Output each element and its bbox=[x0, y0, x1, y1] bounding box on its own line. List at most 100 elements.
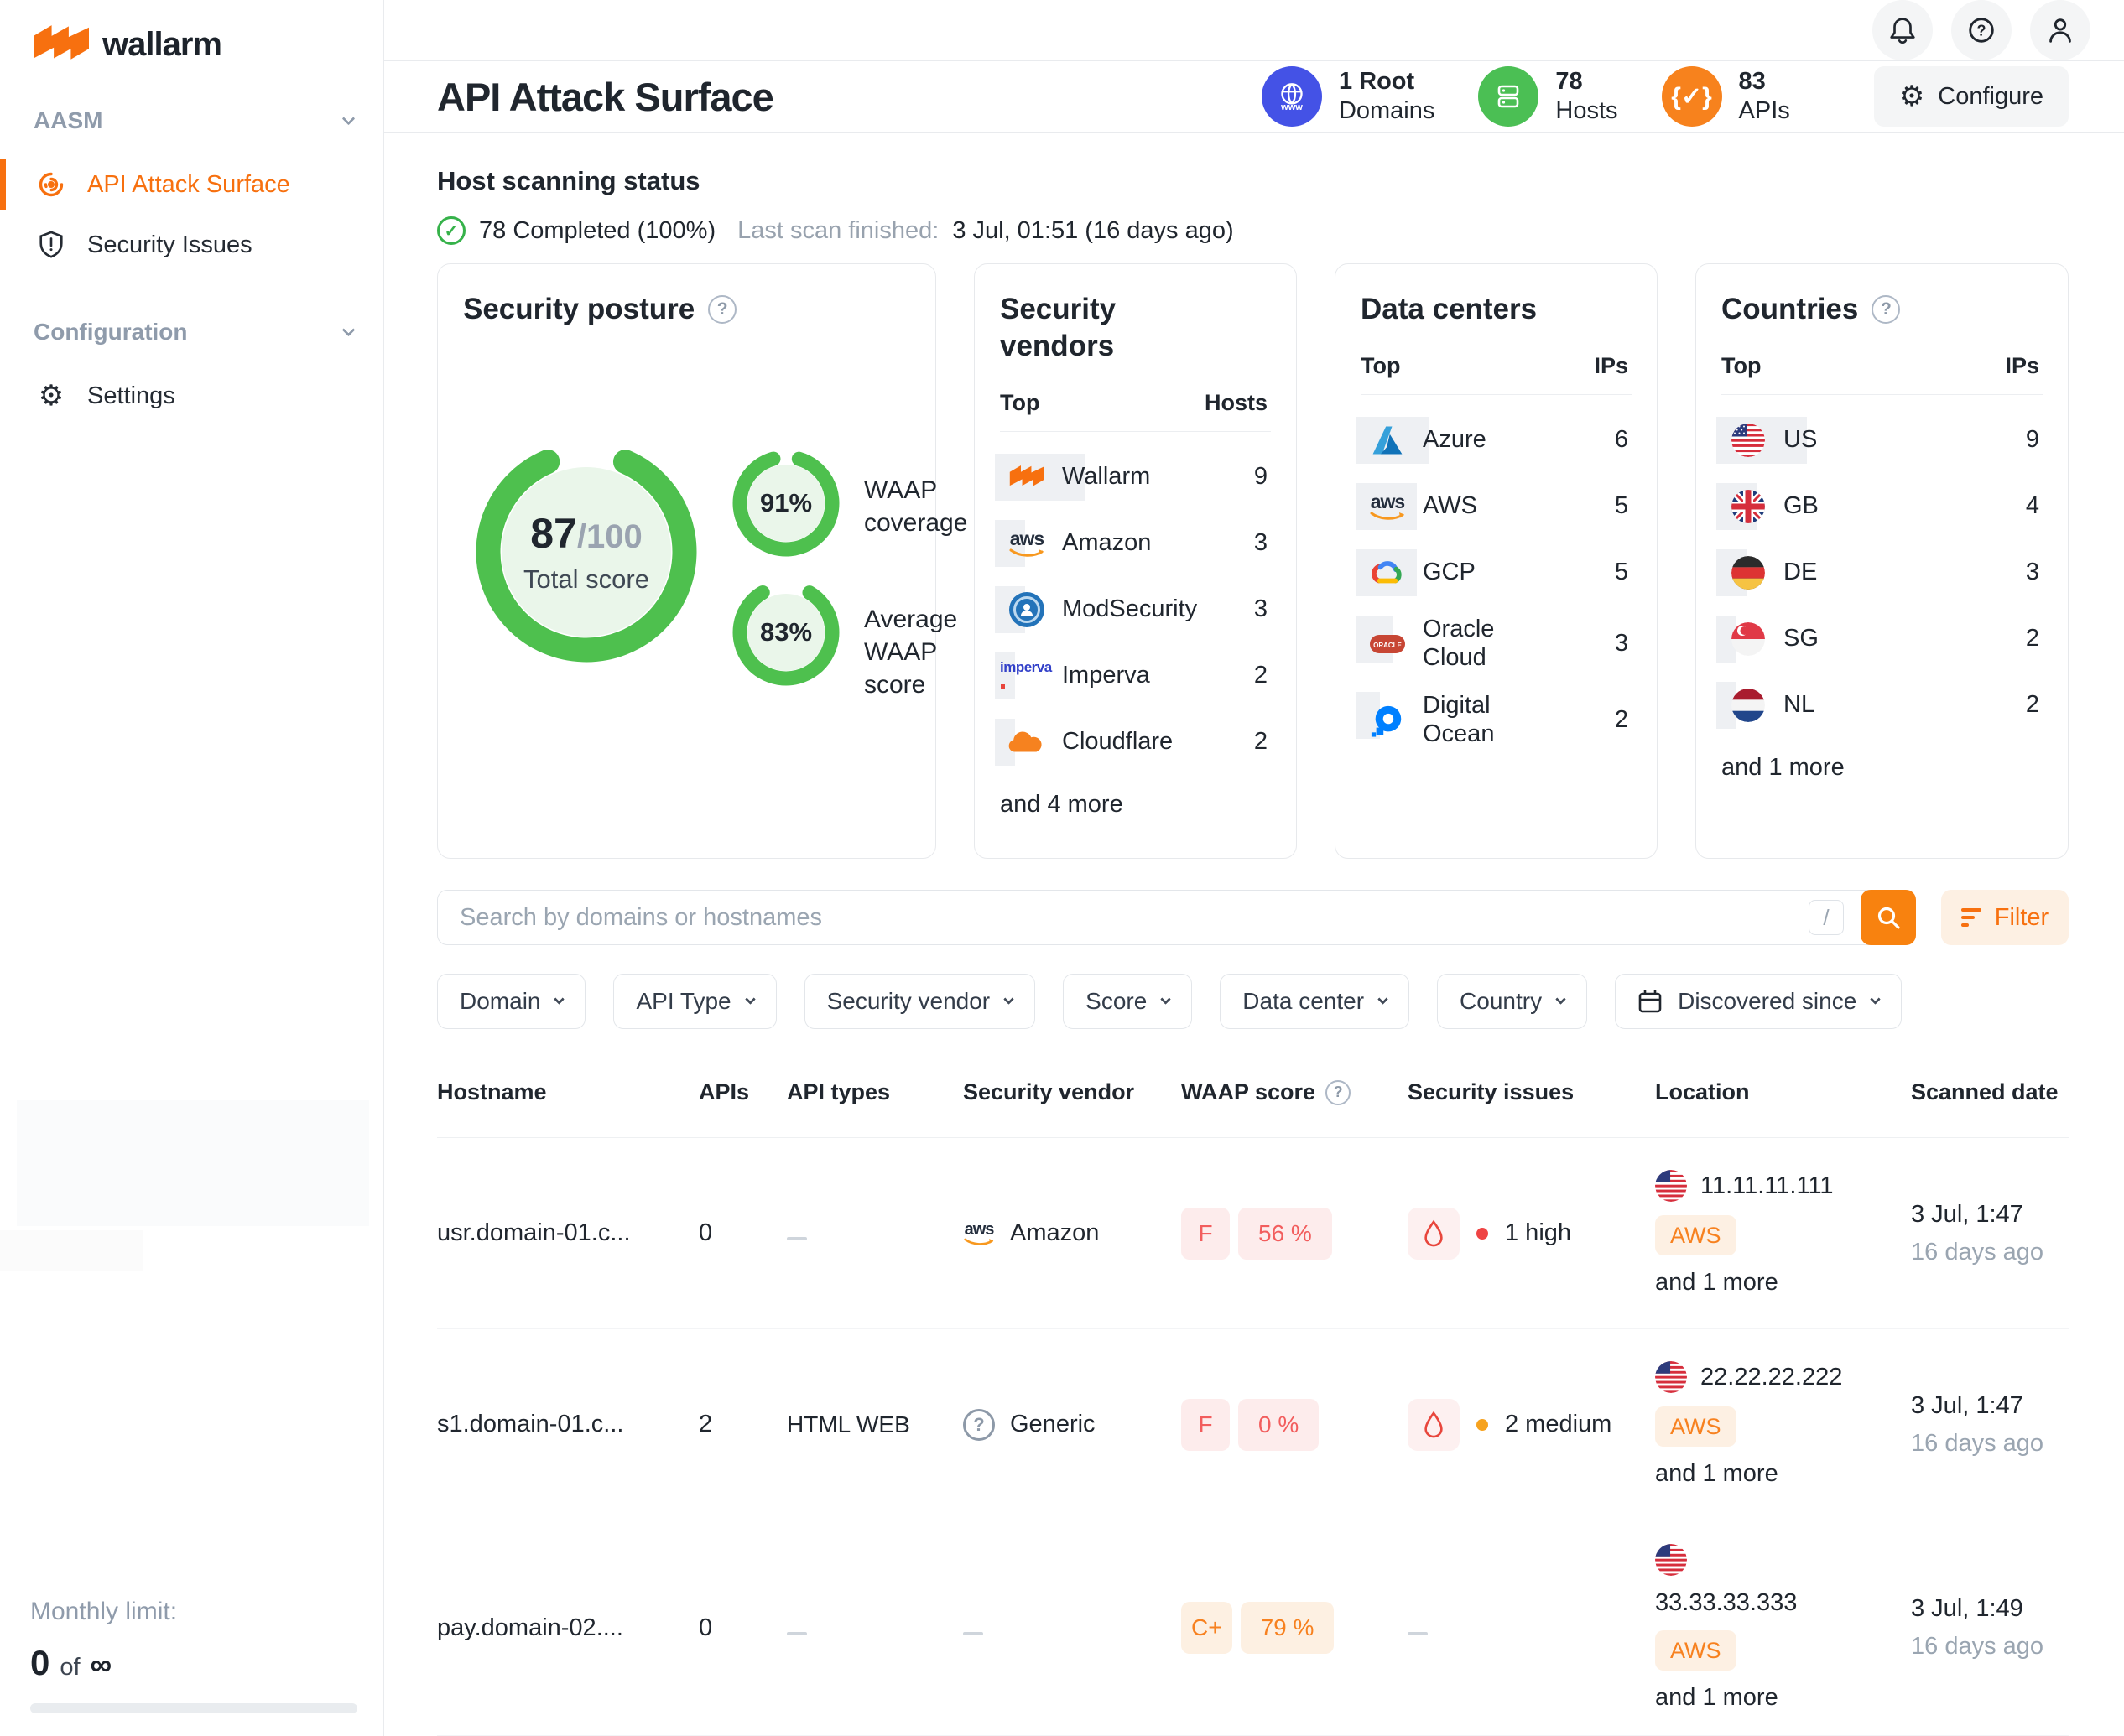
sidebar-section-configuration[interactable]: Configuration bbox=[0, 319, 383, 346]
waap-score-cell: F 0 % bbox=[1181, 1398, 1408, 1451]
stat-value: 1 Root bbox=[1338, 68, 1415, 96]
datacenter-badge: AWS bbox=[1655, 1630, 1736, 1671]
country-row[interactable]: DE 3 bbox=[1716, 546, 2043, 600]
location-more[interactable]: and 1 more bbox=[1655, 1460, 1778, 1487]
svg-text:?: ? bbox=[1976, 23, 1986, 39]
flag-sg-icon bbox=[1721, 621, 1775, 656]
card-title: Security posture bbox=[463, 293, 695, 325]
waap-coverage-donut: 91% bbox=[730, 447, 842, 559]
datacenter-row[interactable]: Azure 6 bbox=[1356, 413, 1632, 467]
security-issues-cell bbox=[1408, 1614, 1655, 1642]
configure-button[interactable]: ⚙ Configure bbox=[1873, 66, 2069, 127]
flag-nl-icon bbox=[1721, 688, 1775, 722]
hostname-cell[interactable]: s1.domain-01.c... bbox=[437, 1411, 624, 1437]
col-hostname[interactable]: Hostname bbox=[437, 1079, 547, 1104]
vendors-more[interactable]: and 4 more bbox=[1000, 790, 1123, 818]
wallarm-logo[interactable]: wallarm bbox=[0, 0, 383, 64]
sidebar-item-settings[interactable]: ⚙ Settings bbox=[0, 366, 383, 426]
help-icon[interactable]: ? bbox=[1325, 1079, 1351, 1105]
search-button[interactable] bbox=[1861, 890, 1916, 945]
country-row[interactable]: NL 2 bbox=[1716, 678, 2043, 732]
hostname-cell[interactable]: usr.domain-01.c... bbox=[437, 1219, 631, 1246]
sidebar-item-label: Security Issues bbox=[87, 231, 252, 258]
filter-icon bbox=[1960, 908, 1981, 927]
imperva-icon: imperva bbox=[1000, 659, 1054, 693]
notifications-button[interactable] bbox=[1872, 0, 1933, 60]
vendor-row[interactable]: Cloudflare 2 bbox=[995, 715, 1271, 769]
aws-icon: aws bbox=[1000, 528, 1054, 558]
datacenter-row[interactable]: ORACLE Oracle Cloud 3 bbox=[1356, 612, 1632, 676]
datacenter-row[interactable]: aws AWS 5 bbox=[1356, 480, 1632, 533]
country-value: 2 bbox=[2025, 625, 2039, 652]
vendor-row[interactable]: aws Amazon 3 bbox=[995, 517, 1271, 570]
vendor-cell bbox=[963, 1614, 1181, 1642]
score-grade-badge: F bbox=[1181, 1207, 1230, 1260]
sidebar-item-api-attack-surface[interactable]: API Attack Surface bbox=[0, 154, 383, 215]
search-input[interactable] bbox=[437, 890, 1916, 945]
flag-us-icon bbox=[1655, 1170, 1687, 1202]
generic-vendor-icon: ? bbox=[963, 1408, 995, 1441]
filter-chip-domain[interactable]: Domain bbox=[437, 974, 586, 1029]
country-row[interactable]: GB 4 bbox=[1716, 480, 2043, 533]
vendor-row[interactable]: imperva Imperva 2 bbox=[995, 649, 1271, 703]
datacenter-name: AWS bbox=[1423, 492, 1477, 520]
col-security-issues[interactable]: Security issues bbox=[1408, 1079, 1575, 1104]
monthly-used: 0 bbox=[30, 1643, 50, 1682]
col-security-vendor[interactable]: Security vendor bbox=[963, 1079, 1135, 1104]
wallarm-icon bbox=[1000, 465, 1054, 489]
scan-ago: 16 days ago bbox=[1911, 1238, 2044, 1266]
flag-gb-icon bbox=[1721, 489, 1775, 523]
location-more[interactable]: and 1 more bbox=[1655, 1684, 1778, 1711]
scan-date: 3 Jul, 1:49 bbox=[1911, 1595, 2023, 1622]
filter-chip-api-type[interactable]: API Type bbox=[613, 974, 777, 1029]
vendor-row[interactable]: ModSecurity 3 bbox=[995, 583, 1271, 637]
col-scanned-date[interactable]: Scanned date bbox=[1911, 1079, 2059, 1104]
score-percent-badge: 56 % bbox=[1238, 1207, 1332, 1260]
vendor-row[interactable]: Wallarm 9 bbox=[995, 450, 1271, 504]
col-api-types[interactable]: API types bbox=[787, 1079, 891, 1104]
filter-chip-data-center[interactable]: Data center bbox=[1220, 974, 1410, 1029]
table-row[interactable]: pay.domain-02.... 0 C+ 79 % 33.3 bbox=[437, 1520, 2069, 1736]
droplet-icon bbox=[1408, 1398, 1460, 1451]
security-issues-cell: 2 medium bbox=[1408, 1398, 1655, 1451]
chevron-down-icon bbox=[744, 993, 756, 1005]
filter-button[interactable]: Filter bbox=[1941, 890, 2069, 945]
check-circle-icon: ✓ bbox=[437, 216, 466, 245]
col-location[interactable]: Location bbox=[1655, 1079, 1750, 1104]
filter-chip-security-vendor[interactable]: Security vendor bbox=[804, 974, 1036, 1029]
infinity-symbol: ∞ bbox=[90, 1647, 112, 1681]
filter-chip-score[interactable]: Score bbox=[1063, 974, 1193, 1029]
column-top: Top bbox=[1361, 352, 1401, 378]
col-apis[interactable]: APIs bbox=[699, 1079, 750, 1104]
card-title: Countries bbox=[1721, 293, 1859, 325]
sidebar-item-security-issues[interactable]: Security Issues bbox=[0, 215, 383, 275]
filter-chip-discovered-since[interactable]: Discovered since bbox=[1615, 974, 1903, 1029]
scanned-date-cell: 3 Jul, 1:47 16 days ago bbox=[1911, 1392, 2069, 1458]
digitalocean-icon bbox=[1361, 703, 1414, 738]
country-row[interactable]: SG 2 bbox=[1716, 612, 2043, 666]
scan-ago: 16 days ago bbox=[1911, 1633, 2044, 1660]
col-waap-score[interactable]: WAAP score? bbox=[1181, 1079, 1408, 1105]
countries-more[interactable]: and 1 more bbox=[1721, 753, 1845, 781]
datacenter-row[interactable]: Digital Ocean 2 bbox=[1356, 689, 1632, 752]
account-button[interactable] bbox=[2030, 0, 2090, 60]
empty-dash bbox=[787, 1237, 807, 1240]
help-icon[interactable]: ? bbox=[708, 294, 737, 324]
filter-chip-country[interactable]: Country bbox=[1437, 974, 1588, 1029]
help-icon[interactable]: ? bbox=[1872, 294, 1901, 324]
help-button[interactable]: ? bbox=[1951, 0, 2012, 60]
hostname-cell[interactable]: pay.domain-02.... bbox=[437, 1614, 623, 1641]
datacenter-value: 2 bbox=[1614, 706, 1628, 734]
table-row[interactable]: usr.domain-01.c... 0 aws Amazon F 56 % bbox=[437, 1138, 2069, 1329]
value-bar bbox=[1356, 691, 1380, 739]
sidebar-placeholder bbox=[17, 1100, 369, 1226]
location-more[interactable]: and 1 more bbox=[1655, 1269, 1778, 1296]
country-row[interactable]: US 9 bbox=[1716, 413, 2043, 467]
table-row[interactable]: s1.domain-01.c... 2 HTML WEB ? Generic F… bbox=[437, 1329, 2069, 1520]
avg-waap-donut: 83% bbox=[730, 576, 842, 689]
sidebar-section-aasm[interactable]: AASM bbox=[0, 107, 383, 134]
stat-root-domains: www 1 Root Domains bbox=[1261, 66, 1434, 127]
card-data-centers: Data centers Top IPs Azure 6 bbox=[1335, 263, 1658, 859]
datacenter-badge: AWS bbox=[1655, 1215, 1736, 1255]
datacenter-row[interactable]: GCP 5 bbox=[1356, 546, 1632, 600]
